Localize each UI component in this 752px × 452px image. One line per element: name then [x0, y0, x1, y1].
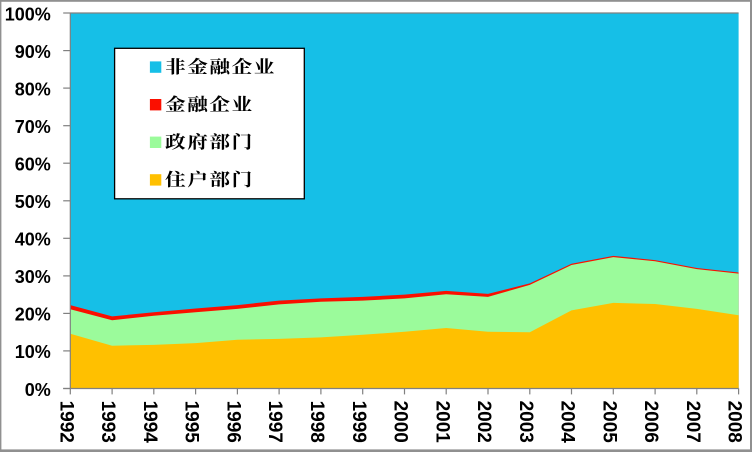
- svg-text:1996: 1996: [223, 401, 244, 443]
- svg-text:20%: 20%: [15, 305, 51, 325]
- svg-text:2000: 2000: [390, 401, 411, 443]
- svg-text:1994: 1994: [139, 401, 160, 444]
- svg-text:30%: 30%: [15, 267, 51, 287]
- svg-text:0%: 0%: [25, 380, 51, 400]
- svg-text:2008: 2008: [724, 401, 745, 443]
- svg-text:10%: 10%: [15, 342, 51, 362]
- svg-text:1995: 1995: [181, 401, 202, 444]
- svg-text:1997: 1997: [264, 401, 285, 443]
- svg-text:1998: 1998: [306, 401, 327, 443]
- svg-text:80%: 80%: [15, 79, 51, 99]
- svg-text:1992: 1992: [55, 401, 76, 443]
- svg-text:50%: 50%: [15, 192, 51, 212]
- svg-text:2005: 2005: [598, 401, 619, 444]
- svg-text:2001: 2001: [431, 401, 452, 444]
- svg-text:40%: 40%: [15, 230, 51, 250]
- svg-text:70%: 70%: [15, 117, 51, 137]
- svg-text:100%: 100%: [5, 4, 51, 24]
- svg-text:60%: 60%: [15, 155, 51, 175]
- svg-text:1999: 1999: [348, 401, 369, 443]
- svg-text:1993: 1993: [97, 401, 118, 443]
- svg-text:90%: 90%: [15, 42, 51, 62]
- svg-text:2003: 2003: [515, 401, 536, 443]
- svg-text:2004: 2004: [557, 401, 578, 444]
- svg-text:2006: 2006: [640, 401, 661, 443]
- svg-text:2002: 2002: [473, 401, 494, 443]
- svg-text:2007: 2007: [682, 401, 703, 443]
